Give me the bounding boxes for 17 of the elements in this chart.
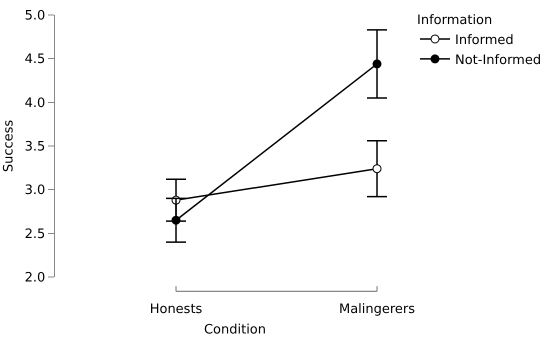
- legend-label: Not-Informed: [455, 52, 542, 68]
- point: [372, 59, 382, 68]
- y-tick-label: 3.0: [24, 183, 46, 198]
- y-axis-title: Success: [2, 120, 17, 172]
- legend-title: Information: [417, 13, 492, 28]
- y-tick-label: 4.5: [24, 52, 46, 68]
- y-tick-label: 5.0: [24, 8, 46, 24]
- x-tick-label: Malingerers: [338, 302, 416, 317]
- x-axis-title: Condition: [204, 322, 266, 338]
- legend-label: Informed: [455, 33, 514, 48]
- y-tick-label: 2.5: [24, 226, 46, 242]
- point: [172, 216, 181, 225]
- y-tick-label: 4.0: [24, 96, 46, 111]
- y-tick-label: 3.5: [24, 140, 46, 155]
- point: [372, 164, 382, 174]
- x-tick-label: Honests: [150, 302, 203, 317]
- y-tick-label: 2.0: [24, 270, 46, 286]
